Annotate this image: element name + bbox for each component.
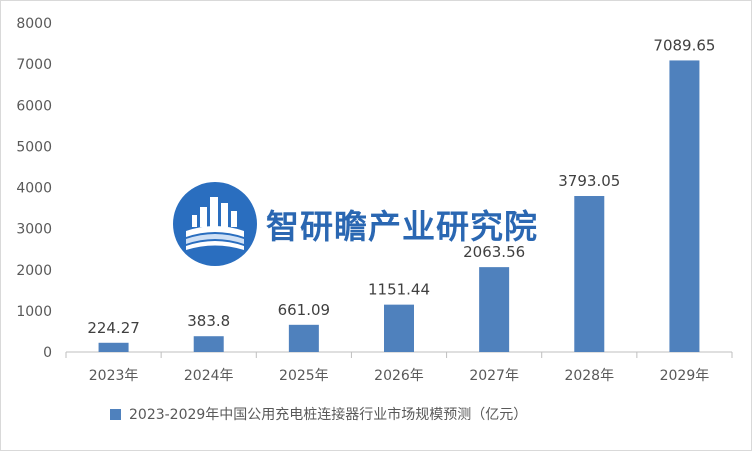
legend: 2023-2029年中国公用充电桩连接器行业市场规模预测（亿元） — [110, 404, 527, 424]
data-label: 224.27 — [87, 319, 140, 337]
y-tick-label: 2000 — [16, 263, 52, 279]
data-label: 2063.56 — [463, 243, 525, 261]
x-tick-label: 2024年 — [184, 368, 234, 384]
data-label: 383.8 — [187, 312, 230, 330]
legend-swatch — [110, 408, 121, 420]
y-tick-label: 8000 — [16, 16, 52, 32]
book-building-logo-icon — [173, 182, 257, 266]
y-tick-label: 6000 — [16, 98, 52, 114]
x-tick-label: 2028年 — [564, 368, 614, 384]
bar — [669, 60, 700, 353]
bar — [98, 342, 129, 352]
bar — [288, 324, 319, 352]
x-tick-label: 2026年 — [374, 368, 424, 384]
x-tick-label: 2027年 — [469, 368, 519, 384]
x-tick-label: 2025年 — [279, 368, 329, 384]
y-tick-label: 3000 — [16, 222, 52, 238]
watermark-text: 智研瞻产业研究院 — [266, 207, 538, 246]
bar — [479, 267, 510, 352]
x-tick-label: 2023年 — [89, 368, 139, 384]
bar — [193, 336, 224, 352]
y-tick-label: 7000 — [16, 57, 52, 73]
bar — [384, 304, 414, 352]
y-tick-label: 0 — [43, 345, 52, 361]
x-tick-label: 2029年 — [660, 368, 710, 384]
bar — [574, 196, 605, 352]
y-tick-label: 1000 — [16, 304, 52, 320]
legend-label: 2023-2029年中国公用充电桩连接器行业市场规模预测（亿元） — [129, 407, 528, 423]
y-tick-label: 4000 — [16, 181, 52, 197]
data-label: 1151.44 — [368, 281, 430, 299]
data-label: 661.09 — [278, 301, 331, 319]
y-tick-label: 5000 — [16, 139, 52, 155]
watermark: 智研瞻产业研究院 — [172, 181, 538, 267]
data-label: 3793.05 — [558, 172, 620, 190]
data-label: 7089.65 — [653, 36, 715, 54]
